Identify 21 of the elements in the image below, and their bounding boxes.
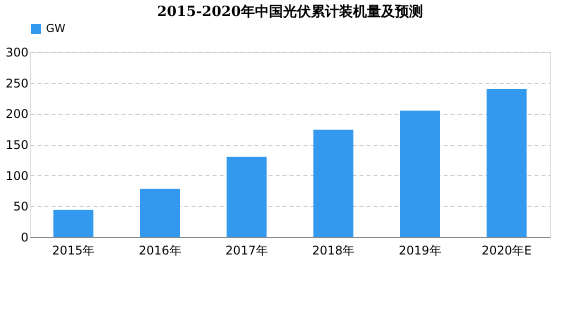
bar [400, 110, 440, 237]
bar [313, 130, 354, 237]
x-tick-label: 2018年 [312, 244, 355, 258]
bar [140, 188, 180, 237]
y-tick-label: 50 [13, 200, 28, 214]
y-tick-label: 300 [6, 46, 28, 60]
x-tick-label: 2019年 [398, 244, 442, 258]
y-tick-label: 250 [6, 76, 28, 90]
bar [486, 89, 527, 237]
y-tick-label: 200 [6, 107, 28, 122]
x-tick-label: 2017年 [225, 244, 268, 258]
x-tick-label: 2016年 [138, 244, 182, 258]
x-tick-label: 2015年 [52, 244, 95, 258]
legend-label: GW [46, 22, 66, 35]
bar [226, 156, 267, 237]
bar [53, 210, 94, 237]
y-tick-label: 100 [6, 168, 28, 183]
chart-title: 2015-2020年中国光伏累计装机量及预测 [157, 4, 423, 20]
y-tick-label: 0 [20, 230, 28, 244]
y-tick-label: 150 [6, 138, 28, 152]
x-tick-label: 2020年E [482, 244, 532, 258]
